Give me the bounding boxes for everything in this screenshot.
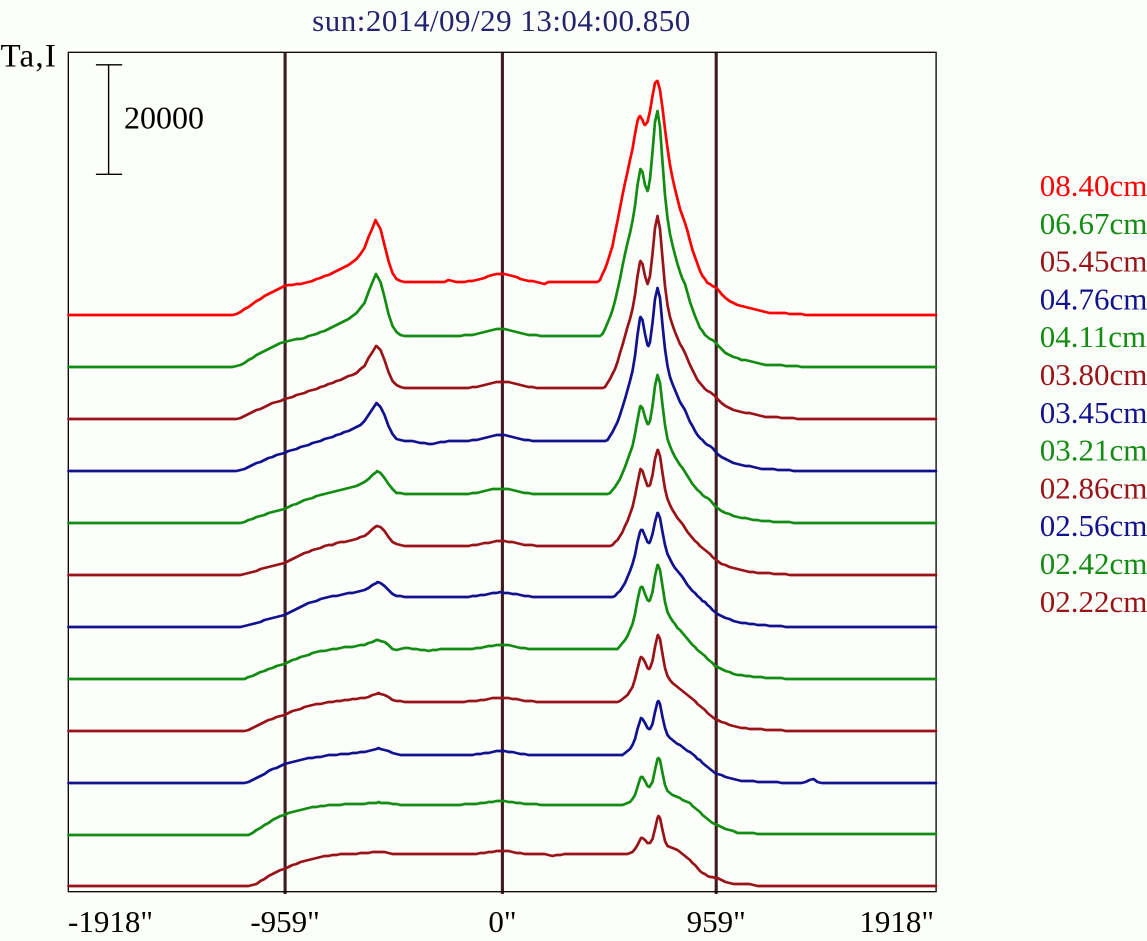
svg-text:02.42cm: 02.42cm bbox=[1040, 546, 1147, 581]
svg-text:06.67cm: 06.67cm bbox=[1040, 206, 1147, 241]
svg-text:02.86cm: 02.86cm bbox=[1040, 470, 1147, 505]
svg-text:08.40cm: 08.40cm bbox=[1040, 168, 1147, 203]
svg-text:02.22cm: 02.22cm bbox=[1040, 584, 1147, 619]
svg-text:20000: 20000 bbox=[124, 99, 204, 135]
svg-text:Ta,I: Ta,I bbox=[1, 39, 58, 75]
svg-text:02.56cm: 02.56cm bbox=[1040, 508, 1147, 543]
svg-text:03.80cm: 03.80cm bbox=[1040, 357, 1147, 392]
svg-text:959": 959" bbox=[687, 904, 746, 939]
svg-text:1918": 1918" bbox=[859, 904, 934, 939]
svg-text:sun:2014/09/29 13:04:00.850: sun:2014/09/29 13:04:00.850 bbox=[312, 3, 691, 38]
svg-text:-1918": -1918" bbox=[68, 904, 153, 939]
svg-text:05.45cm: 05.45cm bbox=[1040, 244, 1147, 279]
svg-text:04.11cm: 04.11cm bbox=[1040, 319, 1146, 354]
svg-text:03.45cm: 03.45cm bbox=[1040, 395, 1147, 430]
svg-text:-959": -959" bbox=[250, 904, 319, 939]
svg-text:04.76cm: 04.76cm bbox=[1040, 281, 1147, 316]
svg-text:03.21cm: 03.21cm bbox=[1040, 433, 1147, 468]
svg-text:0": 0" bbox=[488, 904, 516, 939]
